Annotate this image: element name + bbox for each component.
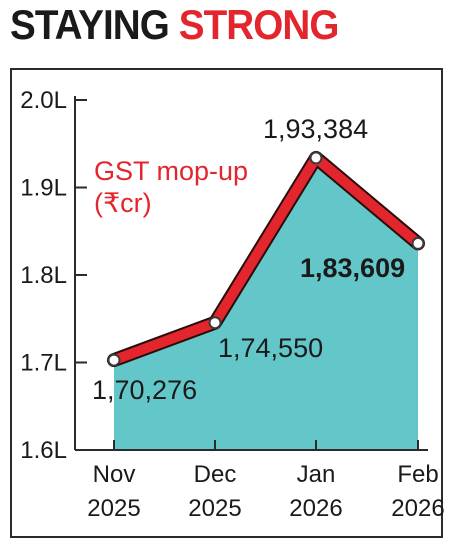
- y-tick-label-2-0l: 2.0L: [20, 87, 67, 114]
- x-tick-label-feb: Feb: [397, 461, 438, 488]
- title-word-strong: STRONG: [178, 1, 340, 48]
- series-label: GST mop-up: [94, 156, 248, 186]
- value-label-nov: 1,70,276: [92, 375, 197, 405]
- data-point-nov: [107, 353, 121, 367]
- title-word-staying: STAYING: [10, 1, 170, 48]
- axis-layer: [74, 96, 428, 451]
- y-tick-label-1-6l: 1.6L: [20, 437, 67, 464]
- value-label-jan: 1,93,384: [263, 114, 368, 144]
- y-tick-label-1-7l: 1.7L: [20, 350, 67, 377]
- data-point-dec: [208, 316, 222, 330]
- chart-frame: [10, 68, 443, 538]
- x-tick-year-dec: 2025: [188, 495, 241, 522]
- area-layer: [114, 157, 418, 450]
- data-point-jan: [309, 151, 323, 165]
- x-tick-year-nov: 2025: [87, 495, 140, 522]
- x-tick-year-feb: 2026: [391, 495, 444, 522]
- value-label-feb: 1,83,609: [300, 253, 405, 283]
- chart-title: STAYING STRONG: [10, 1, 340, 48]
- y-tick-label-1-9l: 1.9L: [20, 175, 67, 202]
- value-label-dec: 1,74,550: [218, 333, 323, 363]
- data-point-feb: [411, 236, 425, 250]
- y-tick-label-1-8l: 1.8L: [20, 262, 67, 289]
- x-tick-label-nov: Nov: [93, 461, 136, 488]
- x-tick-label-jan: Jan: [297, 461, 336, 488]
- area-fill: [114, 157, 418, 450]
- series-line: [109, 152, 423, 366]
- x-tick-label-dec: Dec: [194, 461, 237, 488]
- label-layer: 2.0L 1.9L 1.8L 1.7L 1.6L Nov 2025 Dec 2025 Jan 202…: [20, 87, 444, 522]
- unit-label: (₹cr): [94, 188, 152, 218]
- line-layer: [107, 150, 425, 368]
- x-tick-year-jan: 2026: [289, 495, 342, 522]
